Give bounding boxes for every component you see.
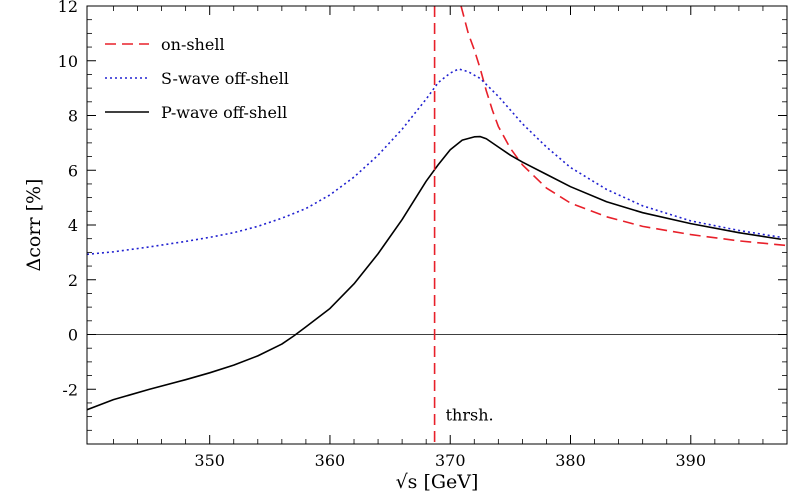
y-tick-label: 12 (58, 0, 78, 16)
y-tick-label: 10 (58, 52, 78, 71)
y-tick-label: 8 (68, 107, 78, 126)
y-tick-label: 6 (68, 161, 78, 180)
series-line-1 (460, 6, 787, 247)
y-tick-label: 2 (68, 271, 78, 290)
series-line-3 (87, 135, 782, 411)
x-tick-label: 390 (676, 451, 707, 470)
x-tick-label: 360 (315, 451, 346, 470)
x-tick-label: 370 (435, 451, 466, 470)
x-tick-label: 350 (194, 451, 225, 470)
legend: on-shell S-wave off-shell P-wave off-shell (105, 35, 289, 122)
y-axis-title: Δcorr [%] (23, 179, 45, 272)
threshold-label: thrsh. (446, 406, 494, 425)
legend-label-2: S-wave off-shell (161, 69, 289, 88)
series-layer (87, 6, 787, 411)
ticks-layer: 350 360 370 380 390 -2 0 2 4 6 8 10 12 (58, 0, 788, 470)
y-tick-label: 0 (68, 326, 78, 345)
x-tick-label: 380 (555, 451, 586, 470)
y-tick-label: -2 (62, 380, 78, 399)
x-axis-title: √s [GeV] (396, 471, 479, 493)
y-tick-label: 4 (68, 216, 78, 235)
legend-label-1: on-shell (161, 35, 225, 54)
series-line-2 (87, 68, 782, 256)
legend-label-3: P-wave off-shell (161, 103, 287, 122)
